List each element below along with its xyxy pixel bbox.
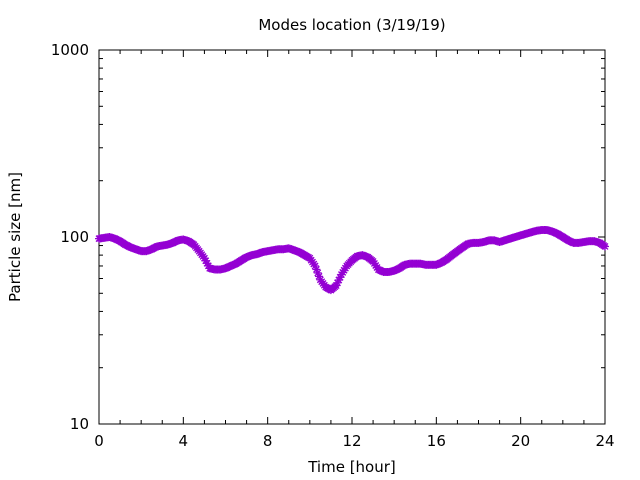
x-tick-label: 12 <box>342 432 361 450</box>
y-tick-label: 10 <box>70 415 89 433</box>
x-tick-label: 4 <box>179 432 189 450</box>
x-tick-label: 16 <box>427 432 446 450</box>
x-tick-label: 8 <box>263 432 273 450</box>
y-axis-label: Particle size [nm] <box>6 172 24 302</box>
data-points <box>95 226 609 295</box>
axis-ticks <box>98 49 606 425</box>
y-tick-label: 1000 <box>51 41 89 59</box>
x-tick-label: 0 <box>94 432 104 450</box>
x-axis-label: Time [hour] <box>307 458 396 476</box>
axis-tick-labels: 0 4 8 12 16 20 24 10 100 1000 <box>51 41 615 450</box>
x-tick-label: 20 <box>511 432 530 450</box>
y-tick-label: 100 <box>60 228 89 246</box>
chart-title: Modes location (3/19/19) <box>258 16 445 34</box>
data-point <box>601 242 609 251</box>
x-tick-label: 24 <box>595 432 614 450</box>
